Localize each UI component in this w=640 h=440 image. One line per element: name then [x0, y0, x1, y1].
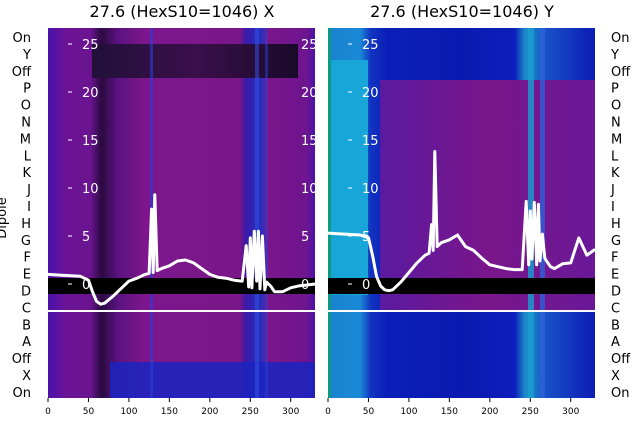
right-category-label: Off: [611, 65, 631, 80]
left-x-axis: 0 50 100 150 200 250 300: [45, 398, 300, 417]
right-category-label: K: [611, 166, 620, 181]
right-category-label: L: [611, 149, 619, 164]
left-x-tick-label: 250: [242, 407, 259, 417]
right-category-label: Off: [611, 352, 631, 367]
right-x-axis: 0 50 100 150 200 250 300: [325, 398, 580, 417]
right-category-label: I: [611, 200, 615, 215]
right-x-tick-label: 0: [325, 407, 331, 417]
y-axis-label: Dipole: [0, 197, 10, 238]
right-category-label: P: [611, 82, 619, 97]
right-category-label: Y: [610, 48, 619, 63]
left-vertical-streak-b: [255, 28, 259, 398]
left-inner-y-tick-label: 5: [82, 230, 90, 245]
left-category-label: I: [27, 200, 31, 215]
left-category-label: L: [24, 149, 32, 164]
left-inner-y-tick-label: 0: [82, 278, 90, 293]
left-inner-y-tick-label-right: 25: [301, 38, 318, 53]
right-series-line: [327, 150, 596, 293]
right-x-tick-label: 250: [522, 407, 539, 417]
left-category-label: J: [26, 183, 31, 198]
left-category-label: A: [22, 335, 31, 350]
right-category-label: J: [610, 183, 615, 198]
left-series-line: [47, 193, 316, 306]
right-vertical-streak-b: [540, 28, 545, 398]
left-heatmap-background: [48, 28, 315, 398]
left-category-label: O: [21, 99, 31, 114]
left-inner-y-tick-label: 15: [82, 134, 99, 149]
left-category-label: Off: [12, 65, 32, 80]
left-lower-blue-band: [110, 362, 315, 398]
right-category-label: E: [611, 268, 619, 283]
left-category-label: G: [21, 234, 31, 249]
left-inner-y-tick-label: 20: [82, 86, 99, 101]
right-category-label: On: [611, 386, 629, 401]
left-category-label: M: [20, 132, 31, 147]
left-inner-y-tick-label-right: 15: [301, 134, 318, 149]
left-category-label: On: [13, 386, 31, 401]
left-panel: 27.6 (HexS10=1046) X 0 5 10 15 20 25 0 5 10 15 20…: [45, 2, 317, 417]
right-x-tick-label: 50: [363, 407, 375, 417]
right-category-label: B: [611, 318, 620, 333]
right-x-tick-label: 300: [562, 407, 579, 417]
right-black-band: [328, 278, 595, 294]
left-x-tick-label: 100: [120, 407, 137, 417]
left-category-label: D: [21, 285, 31, 300]
left-category-label: P: [23, 82, 31, 97]
left-inner-y-tick-label-right: 10: [301, 182, 318, 197]
right-category-label: A: [611, 335, 620, 350]
left-category-label: On: [13, 31, 31, 46]
left-x-tick-label: 300: [282, 407, 299, 417]
right-x-tick-label: 100: [400, 407, 417, 417]
left-category-label: K: [22, 166, 31, 181]
right-category-label: F: [611, 251, 618, 266]
right-inner-y-tick-label: 25: [362, 38, 379, 53]
left-panel-title: 27.6 (HexS10=1046) X: [90, 2, 275, 21]
right-inner-y-tick-label: 10: [362, 182, 379, 197]
right-inner-y-tick-label: 15: [362, 134, 379, 149]
left-x-tick-label: 0: [45, 407, 51, 417]
left-category-label: N: [21, 116, 31, 131]
left-inner-y-tick-label-right: 5: [301, 230, 309, 245]
right-inner-y-tick-label: 0: [362, 278, 370, 293]
right-magenta-region: [380, 80, 595, 310]
left-category-label: E: [23, 268, 31, 283]
left-category-label: Off: [12, 352, 32, 367]
right-category-label: M: [611, 132, 622, 147]
left-x-tick-label: 50: [83, 407, 95, 417]
left-category-label: X: [22, 369, 31, 384]
right-category-label: N: [611, 116, 621, 131]
right-cyan-strip: [328, 60, 368, 295]
left-inner-y-tick-label: 10: [82, 182, 99, 197]
left-x-tick-label: 150: [161, 407, 178, 417]
left-category-label: B: [22, 318, 31, 333]
left-category-label: F: [24, 251, 31, 266]
left-inner-y-axis: 0 5 10 15 20 25: [68, 38, 99, 293]
left-vertical-streak-c: [265, 28, 268, 398]
left-category-label: H: [21, 217, 31, 232]
right-teal-edge: [328, 28, 331, 398]
right-x-tick-label: 150: [441, 407, 458, 417]
right-category-label: H: [611, 217, 621, 232]
right-category-label: X: [611, 369, 620, 384]
right-category-label: On: [611, 31, 629, 46]
right-category-label: O: [611, 99, 621, 114]
right-category-label: C: [611, 301, 620, 316]
right-panel-title: 27.6 (HexS10=1046) Y: [370, 2, 554, 21]
right-category-label: G: [611, 234, 621, 249]
right-inner-y-tick-label: 20: [362, 86, 379, 101]
left-category-label: Y: [22, 48, 31, 63]
left-inner-y-tick-label-right: 20: [301, 86, 318, 101]
right-x-tick-label: 200: [481, 407, 498, 417]
right-category-label: D: [611, 285, 621, 300]
left-category-label: C: [22, 301, 31, 316]
left-dark-band: [92, 44, 298, 78]
left-inner-y-tick-label: 25: [82, 38, 99, 53]
left-x-tick-label: 200: [201, 407, 218, 417]
